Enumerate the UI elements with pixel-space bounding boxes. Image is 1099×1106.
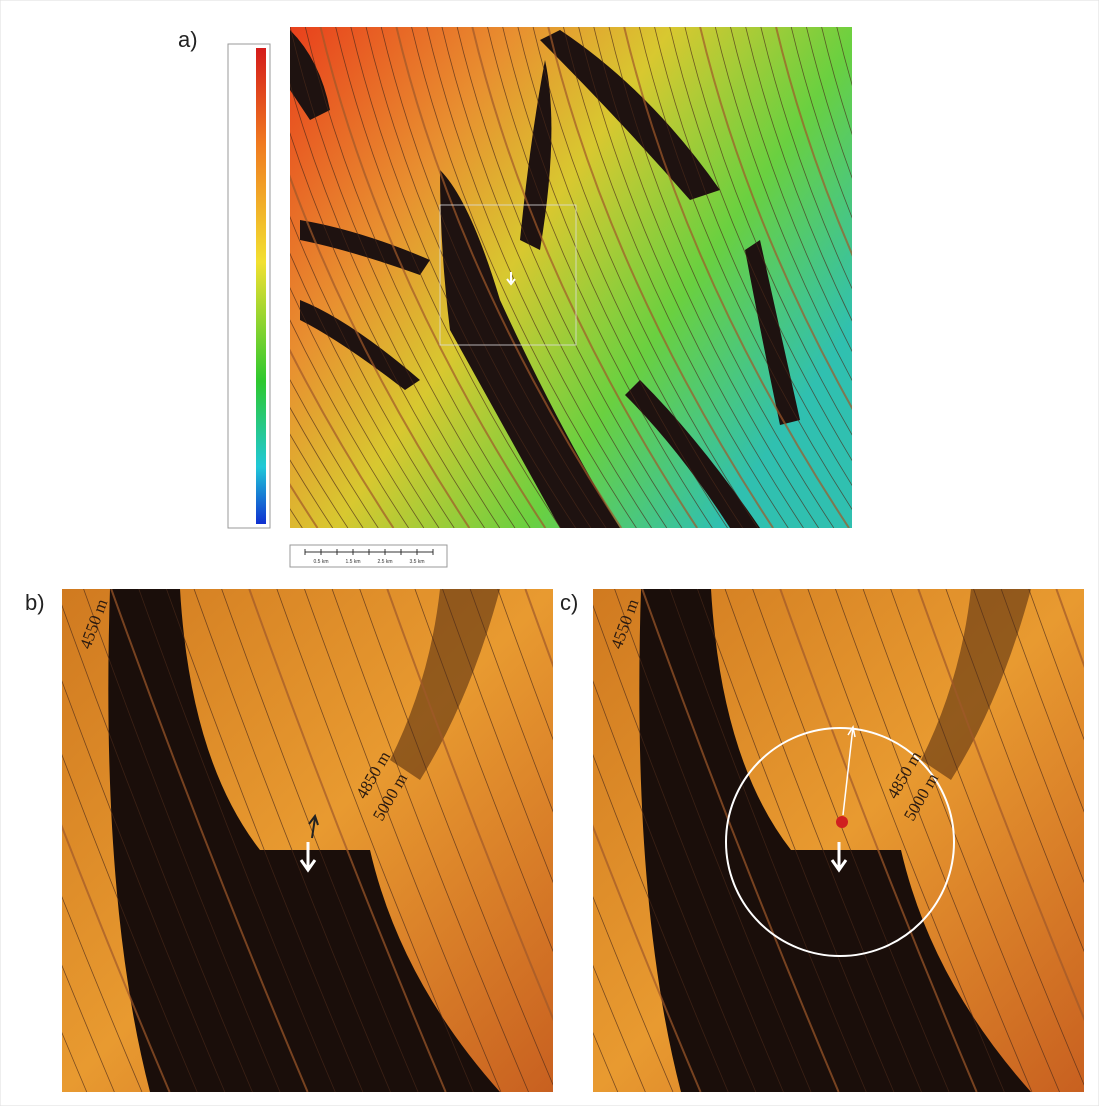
panel-label: c) xyxy=(560,590,578,615)
scale-label: 0.5 km xyxy=(313,559,328,565)
scale-bar: 0.5 km 1.5 km 2.5 km 3.5 km xyxy=(290,545,447,567)
marker xyxy=(836,816,848,828)
panel-label: a) xyxy=(178,27,198,52)
scale-label: 2.5 km xyxy=(377,559,392,565)
figure: a) 0.5 km1.5 km2.5 km3.5 km b) 4550 m 48… xyxy=(0,0,1099,1106)
scale-label: 3.5 km xyxy=(409,559,424,565)
scale-label: 1.5 km xyxy=(345,559,360,565)
colorbar xyxy=(256,48,266,524)
panel-label: b) xyxy=(25,590,45,615)
